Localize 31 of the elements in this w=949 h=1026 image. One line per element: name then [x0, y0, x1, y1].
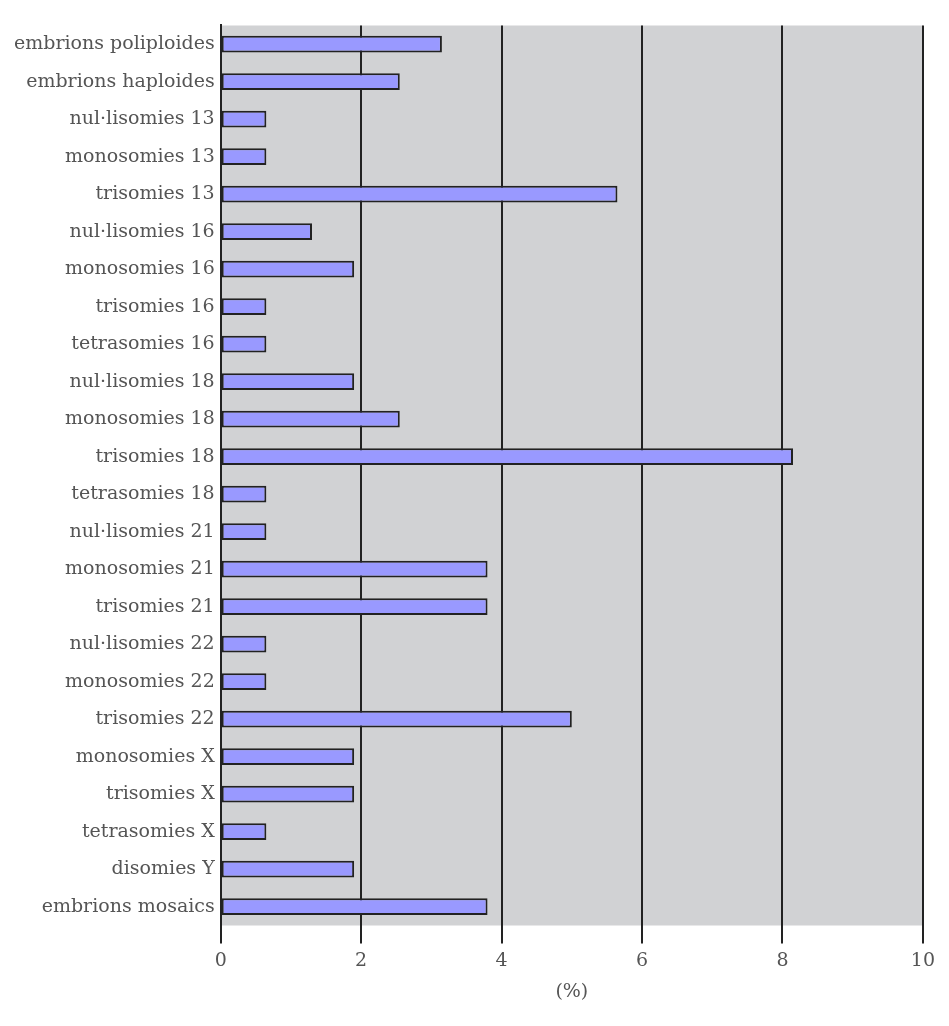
- x-tick-label: 6: [635, 947, 649, 970]
- x-tick-label: 4: [495, 947, 508, 970]
- y-tick-label: monosomies 13: [65, 143, 215, 166]
- y-tick-label: nul·lisomies 18: [69, 368, 215, 391]
- y-tick-label: trisomies 18: [95, 443, 215, 466]
- y-tick-label: trisomies 16: [95, 293, 215, 316]
- y-tick-label: monosomies 16: [65, 256, 215, 279]
- y-tick-label: embrions haploides: [26, 68, 215, 91]
- y-tick-label: tetrasomies X: [81, 818, 216, 841]
- y-tick-label: nul·lisomies 13: [69, 106, 215, 129]
- y-tick-label: embrions poliploides: [14, 31, 215, 54]
- x-tick-label: 10: [910, 947, 936, 970]
- y-tick-label: monosomies 21: [65, 556, 215, 579]
- y-tick-label: monosomies X: [75, 743, 216, 766]
- y-tick-label: tetrasomies 16: [71, 331, 215, 354]
- y-tick-label: nul·lisomies 16: [69, 218, 215, 241]
- y-tick-label: monosomies 18: [65, 406, 215, 429]
- y-tick-label: nul·lisomies 21: [69, 518, 215, 541]
- y-tick-label: tetrasomies 18: [71, 481, 215, 504]
- x-tick-label: 2: [355, 947, 368, 970]
- y-tick-label: embrions mosaics: [41, 893, 215, 916]
- y-tick-label: nul·lisomies 22: [69, 631, 215, 654]
- y-tick-label: disomies Y: [111, 856, 216, 879]
- x-axis-title: (%): [555, 978, 589, 1001]
- y-tick-label: trisomies X: [106, 781, 216, 804]
- y-tick-label: trisomies 22: [95, 706, 215, 729]
- y-tick-label: monosomies 22: [65, 668, 215, 691]
- x-tick-label: 0: [214, 947, 227, 970]
- y-tick-label: trisomies 13: [95, 181, 215, 204]
- x-tick-label: 8: [776, 947, 789, 970]
- y-tick-label: trisomies 21: [95, 593, 215, 616]
